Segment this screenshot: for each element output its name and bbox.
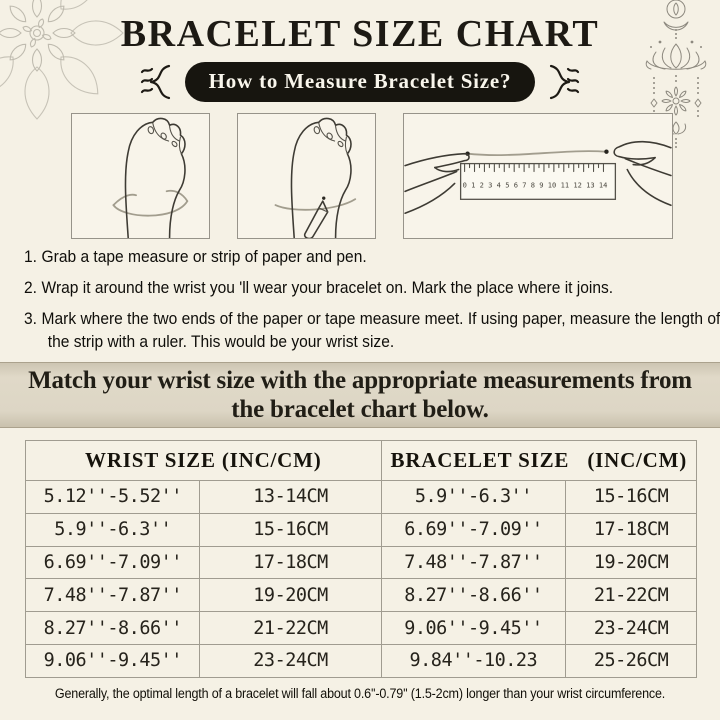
footnote: Generally, the optimal length of a brace… [54,686,666,701]
wrist-inches-cell: 9.06''-9.45'' [24,643,201,678]
instruction-list: 1. Grab a tape measure or strip of paper … [24,245,720,361]
instruction-step-1: 1. Grab a tape measure or strip of paper … [24,245,720,268]
wrist-inches-cell: 6.69''-7.09'' [24,545,201,580]
flourish-left-icon [140,64,170,100]
ruler-numbers: 0 1 2 3 4 5 6 7 8 9 10 11 12 13 14 [463,180,608,189]
fist-string-icon [112,117,189,238]
bracelet-inches-cell: 6.69''-7.09'' [380,512,567,547]
step-number: 1. [24,247,37,266]
table-row: 8.27''-8.66'' 21-22CM 9.06''-9.45'' 23-2… [24,611,697,645]
step-text: Grab a tape measure or strip of paper an… [41,247,367,266]
step-text: Mark where the two ends of the paper or … [41,309,720,352]
wrist-cm-cell: 15-16CM [199,512,382,547]
wrist-cm-cell: 23-24CM [199,643,382,678]
bracelet-inches-cell: 9.84''-10.23 [380,643,567,678]
callout-text: Match your wrist size with the appropria… [28,366,692,424]
illustration-panels: 0 1 2 3 4 5 6 7 8 9 10 11 12 13 14 [71,113,673,239]
bracelet-cm-cell: 17-18CM [565,512,697,547]
bracelet-inches-cell: 9.06''-9.45'' [380,611,567,645]
wrist-cm-cell: 19-20CM [199,578,382,613]
table-row: 5.9''-6.3'' 15-16CM 6.69''-7.09'' 17-18C… [24,512,697,547]
step-number: 2. [24,278,37,298]
table-row: 9.06''-9.45'' 23-24CM 9.84''-10.23 25-26… [24,643,697,678]
badge-row: How to Measure Bracelet Size? [0,61,720,103]
illustration-ruler-panel: 0 1 2 3 4 5 6 7 8 9 10 11 12 13 14 [403,113,673,239]
wrist-inches-cell: 5.9''-6.3'' [24,512,201,547]
illustration-mark-pen-panel [237,113,376,239]
step-text: Wrap it around the wrist you 'll wear yo… [41,278,614,298]
page-title: BRACELET SIZE CHART [120,13,600,55]
size-table: WRIST SIZE (INC/CM) BRACELET SIZE (INC/C… [24,440,698,678]
lotus-ornament-icon [645,0,707,148]
wrist-cm-cell: 13-14CM [199,480,382,514]
callout-banner: Match your wrist size with the appropria… [0,362,720,428]
wrist-inches-cell: 5.12''-5.52'' [24,480,201,514]
bracelet-inches-cell: 8.27''-8.66'' [380,578,567,613]
wrist-cm-cell: 17-18CM [199,545,382,580]
wrist-size-header: WRIST SIZE (INC/CM) [25,440,382,481]
flourish-right-icon [550,64,580,100]
wrist-inches-cell: 7.48''-7.87'' [24,578,201,613]
bracelet-cm-cell: 23-24CM [565,611,697,645]
wrist-inches-cell: 8.27''-8.66'' [24,611,201,645]
table-row: 7.48''-7.87'' 19-20CM 8.27''-8.66'' 21-2… [24,578,697,613]
wrist-cm-cell: 21-22CM [199,611,382,645]
instruction-step-2: 2. Wrap it around the wrist you 'll wear … [24,276,720,299]
bracelet-cm-cell: 21-22CM [565,578,697,613]
table-header-row: WRIST SIZE (INC/CM) BRACELET SIZE (INC/C… [25,440,698,481]
bracelet-inches-cell: 7.48''-7.87'' [380,545,567,580]
instruction-step-3: 3. Mark where the two ends of the paper o… [24,307,720,353]
fist-pen-icon [274,117,357,238]
bracelet-size-header: BRACELET SIZE (INC/CM) [380,440,698,481]
mandala-flower-icon [0,0,124,120]
step-number: 3. [24,309,37,329]
ruler-measure-icon: 0 1 2 3 4 5 6 7 8 9 10 11 12 13 14 [404,140,672,214]
table-row: 6.69''-7.09'' 17-18CM 7.48''-7.87'' 19-2… [24,545,697,580]
how-to-measure-badge: How to Measure Bracelet Size? [184,62,536,102]
table-row: 5.12''-5.52'' 13-14CM 5.9''-6.3'' 15-16C… [24,480,697,514]
bracelet-inches-cell: 5.9''-6.3'' [380,480,567,514]
bracelet-cm-cell: 19-20CM [565,545,697,580]
bracelet-cm-cell: 15-16CM [565,480,697,514]
bracelet-cm-cell: 25-26CM [565,643,697,678]
illustration-wrap-string-panel [71,113,210,239]
